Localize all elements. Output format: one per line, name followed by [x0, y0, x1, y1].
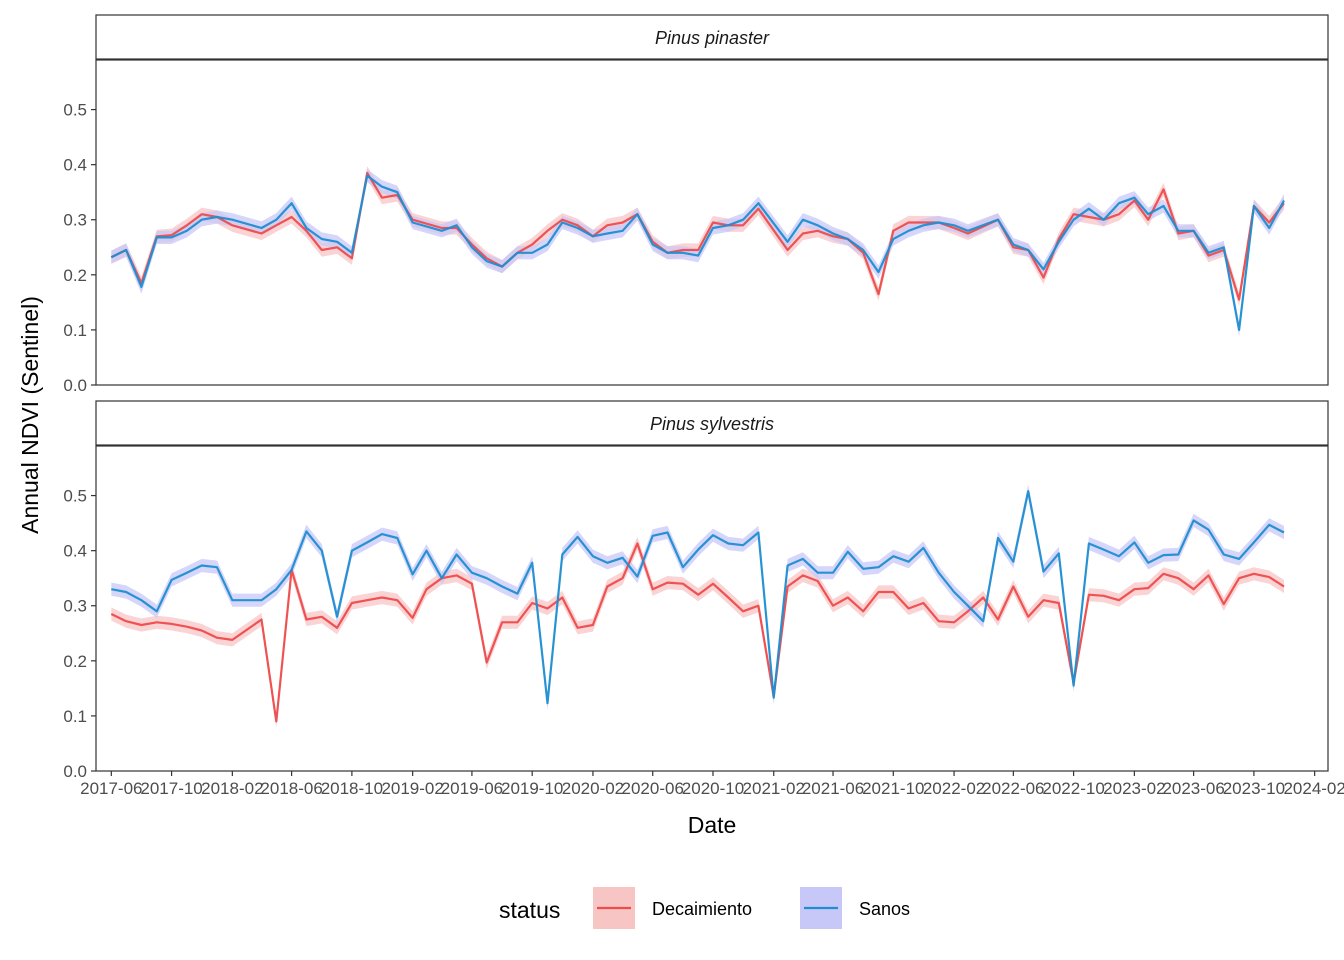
panel-pinus-sylvestris: Pinus sylvestris 0.0 0.1 0.2 0.3 0.4 0.5 — [63, 400, 1329, 781]
y-tick-label: 0.1 — [63, 321, 87, 340]
y-tick-label: 0.3 — [63, 211, 87, 230]
x-tick-label: 2017-10 — [140, 779, 202, 798]
series-line-sanos — [111, 490, 1285, 705]
panel-2-strip-title: Pinus sylvestris — [650, 414, 774, 434]
legend-title: status — [499, 897, 560, 923]
legend-label-sanos: Sanos — [859, 899, 910, 919]
y-tick-label: 0.5 — [63, 101, 87, 120]
x-tick-label: 2018-02 — [201, 779, 263, 798]
x-tick-label: 2022-06 — [982, 779, 1044, 798]
panel-1-border — [95, 59, 1329, 386]
x-tick-label: 2023-02 — [1103, 779, 1165, 798]
x-tick-label: 2019-10 — [501, 779, 563, 798]
x-tick-label: 2023-10 — [1223, 779, 1285, 798]
series-line-decaimiento — [110, 171, 1285, 301]
x-tick-label: 2024-02 — [1283, 779, 1344, 798]
x-tick-label: 2018-06 — [260, 779, 322, 798]
panel-2-plot-area — [110, 484, 1285, 728]
panel-1-strip-title: Pinus pinaster — [655, 28, 770, 48]
x-tick-label: 2019-02 — [381, 779, 443, 798]
x-axis-title: Date — [688, 812, 737, 838]
series-line-decaimiento — [110, 542, 1285, 723]
y-tick-label: 0.1 — [63, 707, 87, 726]
y-tick-label: 0.2 — [63, 266, 87, 285]
x-tick-label: 2020-02 — [562, 779, 624, 798]
panel-1-plot-area — [110, 166, 1285, 337]
x-tick-label: 2018-10 — [321, 779, 383, 798]
x-axis: 2017-062017-102018-022018-062018-102019-… — [80, 771, 1344, 798]
ribbon-sanos — [111, 169, 1284, 337]
x-tick-label: 2021-10 — [862, 779, 924, 798]
legend: status Decaimiento Sanos — [499, 887, 910, 929]
y-tick-label: 0.0 — [63, 376, 87, 395]
panel-pinus-pinaster: Pinus pinaster 0.0 0.1 0.2 0.3 0.4 0.5 — [63, 14, 1329, 395]
x-tick-label: 2021-06 — [802, 779, 864, 798]
y-tick-label: 0.5 — [63, 487, 87, 506]
x-tick-label: 2021-02 — [743, 779, 805, 798]
x-tick-label: 2020-10 — [682, 779, 744, 798]
y-tick-label: 0.4 — [63, 156, 87, 175]
legend-label-decaimiento: Decaimiento — [652, 899, 752, 919]
series-line-sanos — [110, 174, 1285, 331]
x-tick-label: 2019-06 — [441, 779, 503, 798]
panel-2-y-axis: 0.0 0.1 0.2 0.3 0.4 0.5 — [63, 487, 96, 781]
panel-1-strip — [95, 14, 1329, 60]
y-axis-title: Annual NDVI (Sentinel) — [17, 296, 43, 534]
y-tick-label: 0.2 — [63, 652, 87, 671]
y-tick-label: 0.0 — [63, 762, 87, 781]
x-tick-label: 2022-10 — [1042, 779, 1104, 798]
panel-2-border — [95, 445, 1329, 772]
y-tick-label: 0.4 — [63, 542, 87, 561]
panel-2-strip — [95, 400, 1329, 446]
panel-1-y-axis: 0.0 0.1 0.2 0.3 0.4 0.5 — [63, 101, 96, 395]
x-tick-label: 2023-06 — [1162, 779, 1224, 798]
y-tick-label: 0.3 — [63, 597, 87, 616]
x-tick-label: 2017-06 — [80, 779, 142, 798]
x-tick-label: 2022-02 — [923, 779, 985, 798]
x-tick-label: 2020-06 — [622, 779, 684, 798]
